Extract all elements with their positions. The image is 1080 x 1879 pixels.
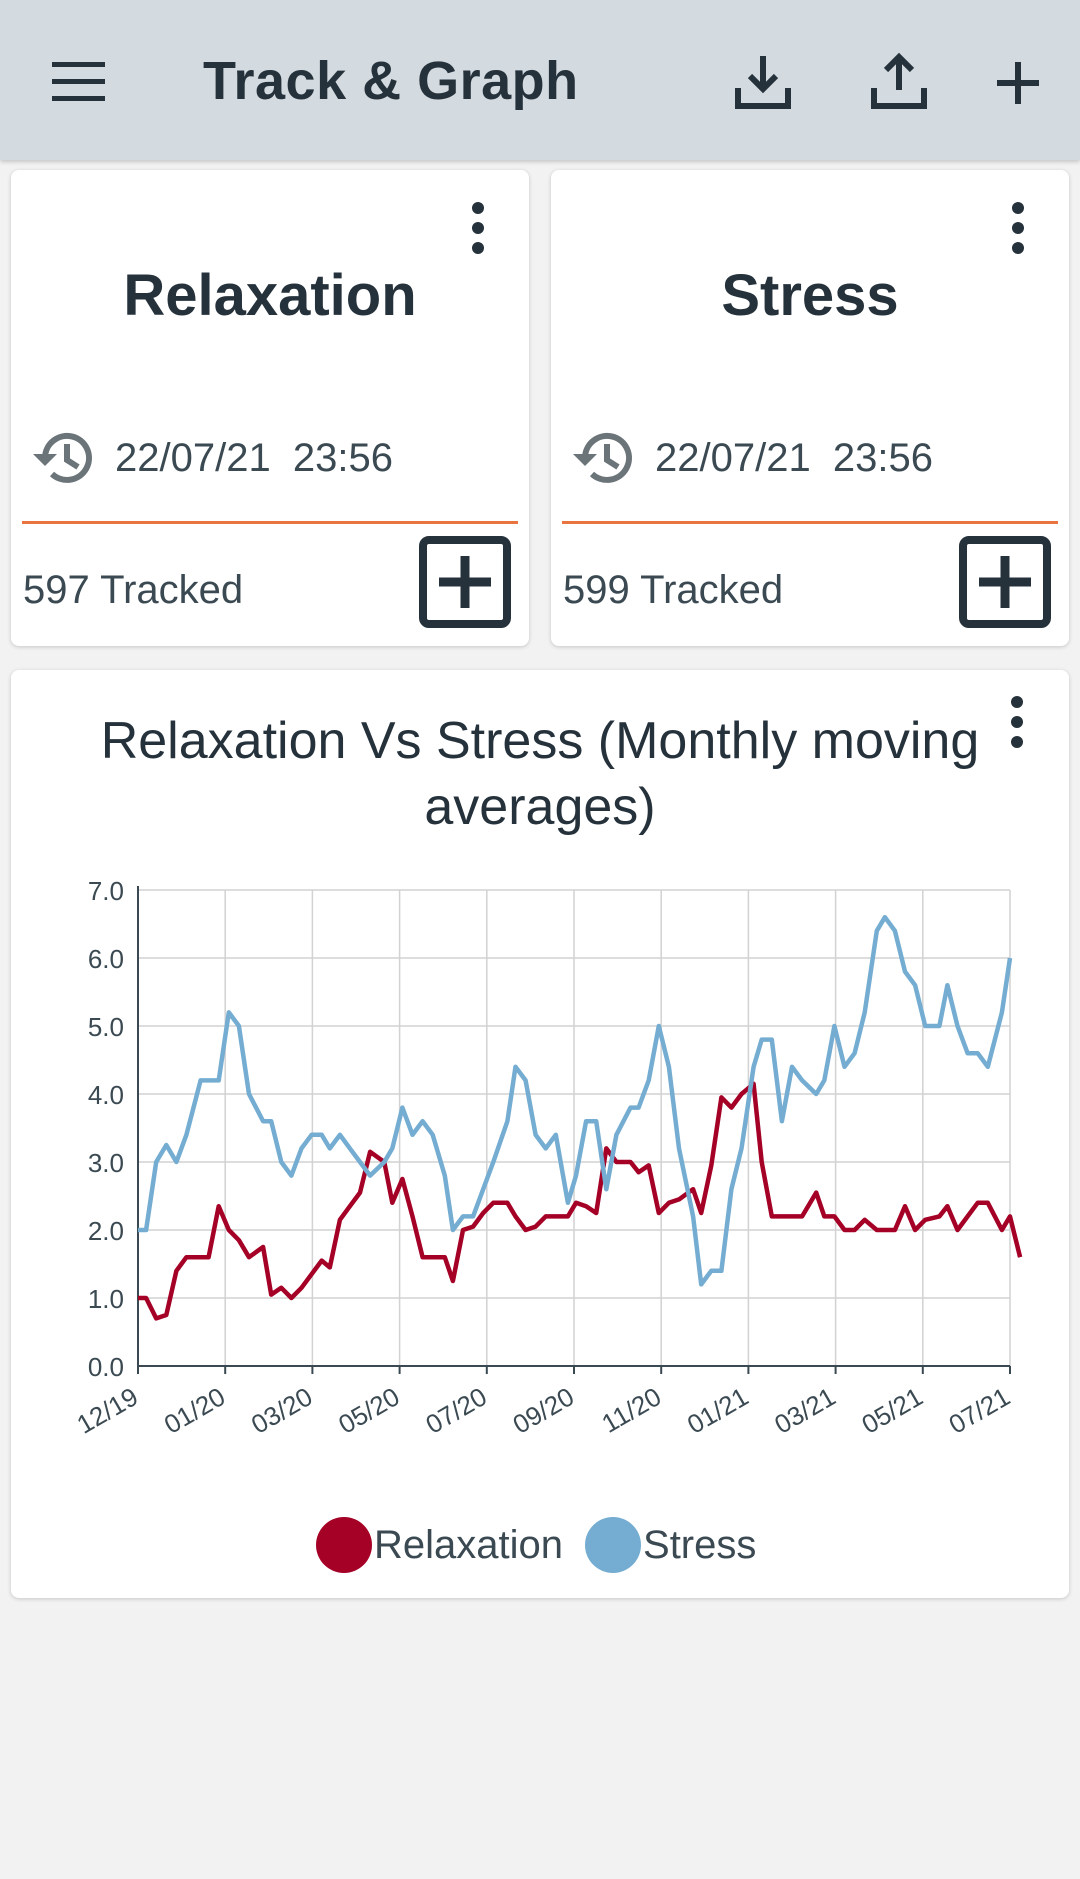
history-icon <box>565 426 635 490</box>
x-tick-label: 09/20 <box>508 1381 579 1440</box>
app-title: Track & Graph <box>203 51 579 111</box>
app-bar: Track & Graph <box>0 0 1080 160</box>
add-entry-button[interactable] <box>419 536 511 628</box>
y-tick-label: 6.0 <box>88 944 124 974</box>
legend-label-stress: Stress <box>643 1522 757 1567</box>
graph-title-line1: Relaxation Vs Stress (Monthly moving <box>100 712 980 770</box>
upload-icon[interactable] <box>864 48 934 118</box>
x-tick-label: 07/21 <box>944 1381 1015 1440</box>
more-options-icon[interactable] <box>1003 200 1033 256</box>
y-tick-label: 4.0 <box>88 1080 124 1110</box>
tracker-name: Stress <box>721 263 899 328</box>
series-line-stress <box>138 914 1013 1287</box>
history-icon <box>25 426 95 490</box>
y-tick-label: 1.0 <box>88 1284 124 1314</box>
divider <box>22 521 518 524</box>
graph-title: Relaxation Vs Stress (Monthly moving ave… <box>40 708 1040 840</box>
more-options-icon[interactable] <box>463 200 493 256</box>
legend-dot-stress <box>585 1517 642 1573</box>
x-tick-label: 01/20 <box>159 1381 230 1440</box>
download-icon[interactable] <box>728 48 798 118</box>
series-line-relaxation <box>138 1081 1023 1321</box>
tracker-card-relaxation[interactable]: Relaxation 22/07/21 23:56 597 Tracked <box>11 170 529 646</box>
graph-more-options-icon[interactable] <box>1002 694 1032 750</box>
x-tick-label: 11/20 <box>597 1381 667 1439</box>
last-tracked-date: 22/07/21 23:56 <box>115 436 394 480</box>
plus-icon[interactable] <box>983 48 1053 118</box>
x-tick-label: 07/20 <box>420 1381 491 1440</box>
graph-title-line2: averages) <box>424 778 656 836</box>
x-tick-label: 03/21 <box>769 1381 840 1440</box>
x-tick-label: 01/21 <box>682 1381 753 1440</box>
y-tick-label: 5.0 <box>88 1012 124 1042</box>
y-tick-label: 2.0 <box>88 1216 124 1246</box>
tracker-card-stress[interactable]: Stress 22/07/21 23:56 599 Tracked <box>551 170 1069 646</box>
y-tick-label: 0.0 <box>88 1352 124 1382</box>
tracked-count: 599 Tracked <box>563 568 784 612</box>
x-tick-label: 05/21 <box>856 1381 927 1440</box>
x-tick-label: 05/20 <box>333 1381 404 1440</box>
tracked-count: 597 Tracked <box>23 568 244 612</box>
legend-dot-relaxation <box>316 1517 372 1573</box>
y-tick-label: 7.0 <box>88 876 124 906</box>
divider <box>562 521 1058 524</box>
last-tracked-date: 22/07/21 23:56 <box>655 436 934 480</box>
y-tick-label: 3.0 <box>88 1148 124 1178</box>
legend-label-relaxation: Relaxation <box>374 1522 564 1567</box>
x-tick-label: 03/20 <box>246 1381 317 1440</box>
add-entry-button[interactable] <box>959 536 1051 628</box>
tracker-name: Relaxation <box>123 263 417 328</box>
x-tick-label: 12/19 <box>72 1381 143 1440</box>
chart-legend: Relaxation Stress <box>316 1510 756 1580</box>
hamburger-menu-icon[interactable] <box>44 52 114 112</box>
